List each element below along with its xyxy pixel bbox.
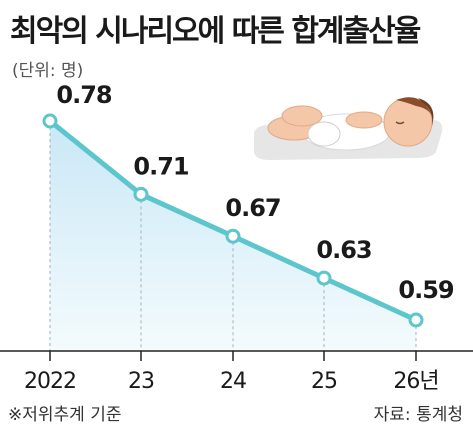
data-label: 0.78 [56,81,112,109]
x-tick-label: 2022 [24,369,76,394]
unit-label: (단위: 명) [12,61,84,81]
chart-title: 최악의 시나리오에 따른 합계출산율 [10,14,421,49]
area-fill [50,121,416,351]
data-label: 0.59 [398,276,454,304]
source-note: 자료: 통계청 [373,405,463,425]
data-point [42,113,58,129]
data-point [225,228,241,244]
data-point [133,186,149,202]
data-point [408,312,424,328]
data-label: 0.63 [316,236,371,264]
footnote: ※저위추계 기준 [8,405,122,425]
data-label: 0.67 [225,194,280,222]
data-label: 0.71 [133,152,189,180]
x-tick-label: 23 [128,369,154,394]
sleeping-baby-icon [253,97,443,160]
x-tick-label: 25 [311,369,337,394]
x-tick-label: 26년 [393,369,438,394]
x-tick-label: 24 [220,369,246,394]
data-point [316,270,332,286]
